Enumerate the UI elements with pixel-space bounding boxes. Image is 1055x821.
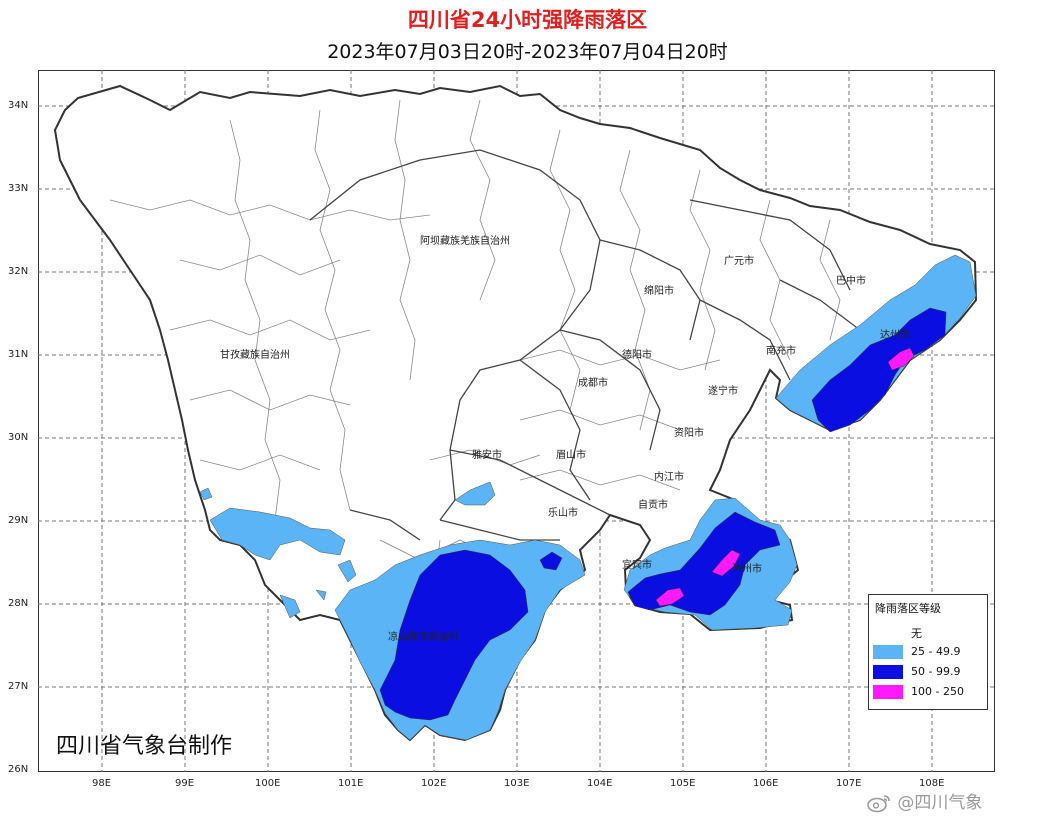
- legend-swatch: [873, 625, 903, 639]
- region-label-chengdu: 成都市: [578, 378, 608, 389]
- region-label-neijiang: 内江市: [654, 472, 684, 483]
- lat-tick-26: 26N: [8, 764, 29, 775]
- lat-tick-27: 27N: [8, 681, 29, 692]
- legend-swatch: [873, 645, 903, 659]
- lon-tick-107: 107E: [836, 778, 862, 789]
- lon-tick-104: 104E: [587, 778, 613, 789]
- weibo-icon: [867, 795, 890, 813]
- lat-tick-29: 29N: [8, 515, 29, 526]
- region-label-meishan: 眉山市: [556, 450, 586, 461]
- lon-tick-98: 98E: [92, 778, 112, 789]
- region-label-aba: 阿坝藏族羌族自治州: [420, 236, 510, 247]
- lon-tick-100: 100E: [255, 778, 281, 789]
- lat-tick-30: 30N: [8, 432, 29, 443]
- region-label-zigong: 自贡市: [638, 500, 668, 511]
- region-label-bazhong: 巴中市: [836, 276, 866, 287]
- rain-100-250: [655, 347, 915, 607]
- map-subtitle: 2023年07月03日20时-2023年07月04日20时: [327, 41, 728, 63]
- region-label-deyang: 德阳市: [622, 350, 652, 361]
- lat-tick-34: 34N: [8, 100, 29, 111]
- weibo-watermark: @四川气象: [866, 788, 982, 813]
- lat-tick-28: 28N: [8, 598, 29, 609]
- lon-tick-101: 101E: [338, 778, 364, 789]
- legend-swatch: [873, 665, 903, 679]
- region-label-yaan: 雅安市: [472, 450, 502, 461]
- legend-item-none: 无: [873, 625, 985, 641]
- legend-label: 无: [911, 627, 922, 640]
- legend-title: 降雨落区等级: [875, 602, 941, 615]
- legend-label: 50 - 99.9: [911, 665, 961, 678]
- region-label-suining: 遂宁市: [708, 386, 738, 397]
- legend-item-100: 100 - 250: [873, 685, 985, 701]
- region-label-mianyang: 绵阳市: [644, 286, 674, 297]
- lon-tick-102: 102E: [421, 778, 447, 789]
- region-label-guangyuan: 广元市: [724, 256, 754, 267]
- lat-tick-33: 33N: [8, 183, 29, 194]
- region-label-nanchong: 南充市: [766, 346, 796, 357]
- producer-credit: 四川省气象台制作: [56, 734, 233, 759]
- rain-50-99: [379, 307, 947, 721]
- prefecture-boundaries: [309, 149, 881, 541]
- lon-tick-105: 105E: [670, 778, 696, 789]
- map-title: 四川省24小时强降雨落区: [407, 8, 648, 32]
- lon-tick-108: 108E: [919, 778, 945, 789]
- lat-tick-32: 32N: [8, 266, 29, 277]
- legend-swatch: [873, 685, 903, 699]
- legend-label: 100 - 250: [911, 685, 964, 698]
- region-label-leshan: 乐山市: [548, 508, 578, 519]
- region-label-dazhou: 达州市: [880, 330, 910, 341]
- watermark-text: @四川气象: [897, 793, 983, 813]
- rainfall-legend: 降雨落区等级 无 25 - 49.9 50 - 99.9 100 - 250: [868, 594, 988, 710]
- region-label-luzhou: 泸州市: [732, 564, 762, 575]
- region-label-ganzi: 甘孜藏族自治州: [220, 350, 290, 361]
- region-label-yibin: 宜宾市: [622, 560, 652, 571]
- lon-tick-99: 99E: [175, 778, 195, 789]
- legend-item-50: 50 - 99.9: [873, 665, 985, 681]
- region-label-ziyang: 资阳市: [674, 428, 704, 439]
- lat-tick-31: 31N: [8, 349, 29, 360]
- lon-tick-106: 106E: [753, 778, 779, 789]
- legend-item-25: 25 - 49.9: [873, 645, 985, 661]
- region-label-liangshan: 凉山彝族自治州: [388, 632, 458, 643]
- lon-tick-103: 103E: [504, 778, 530, 789]
- legend-label: 25 - 49.9: [911, 645, 961, 658]
